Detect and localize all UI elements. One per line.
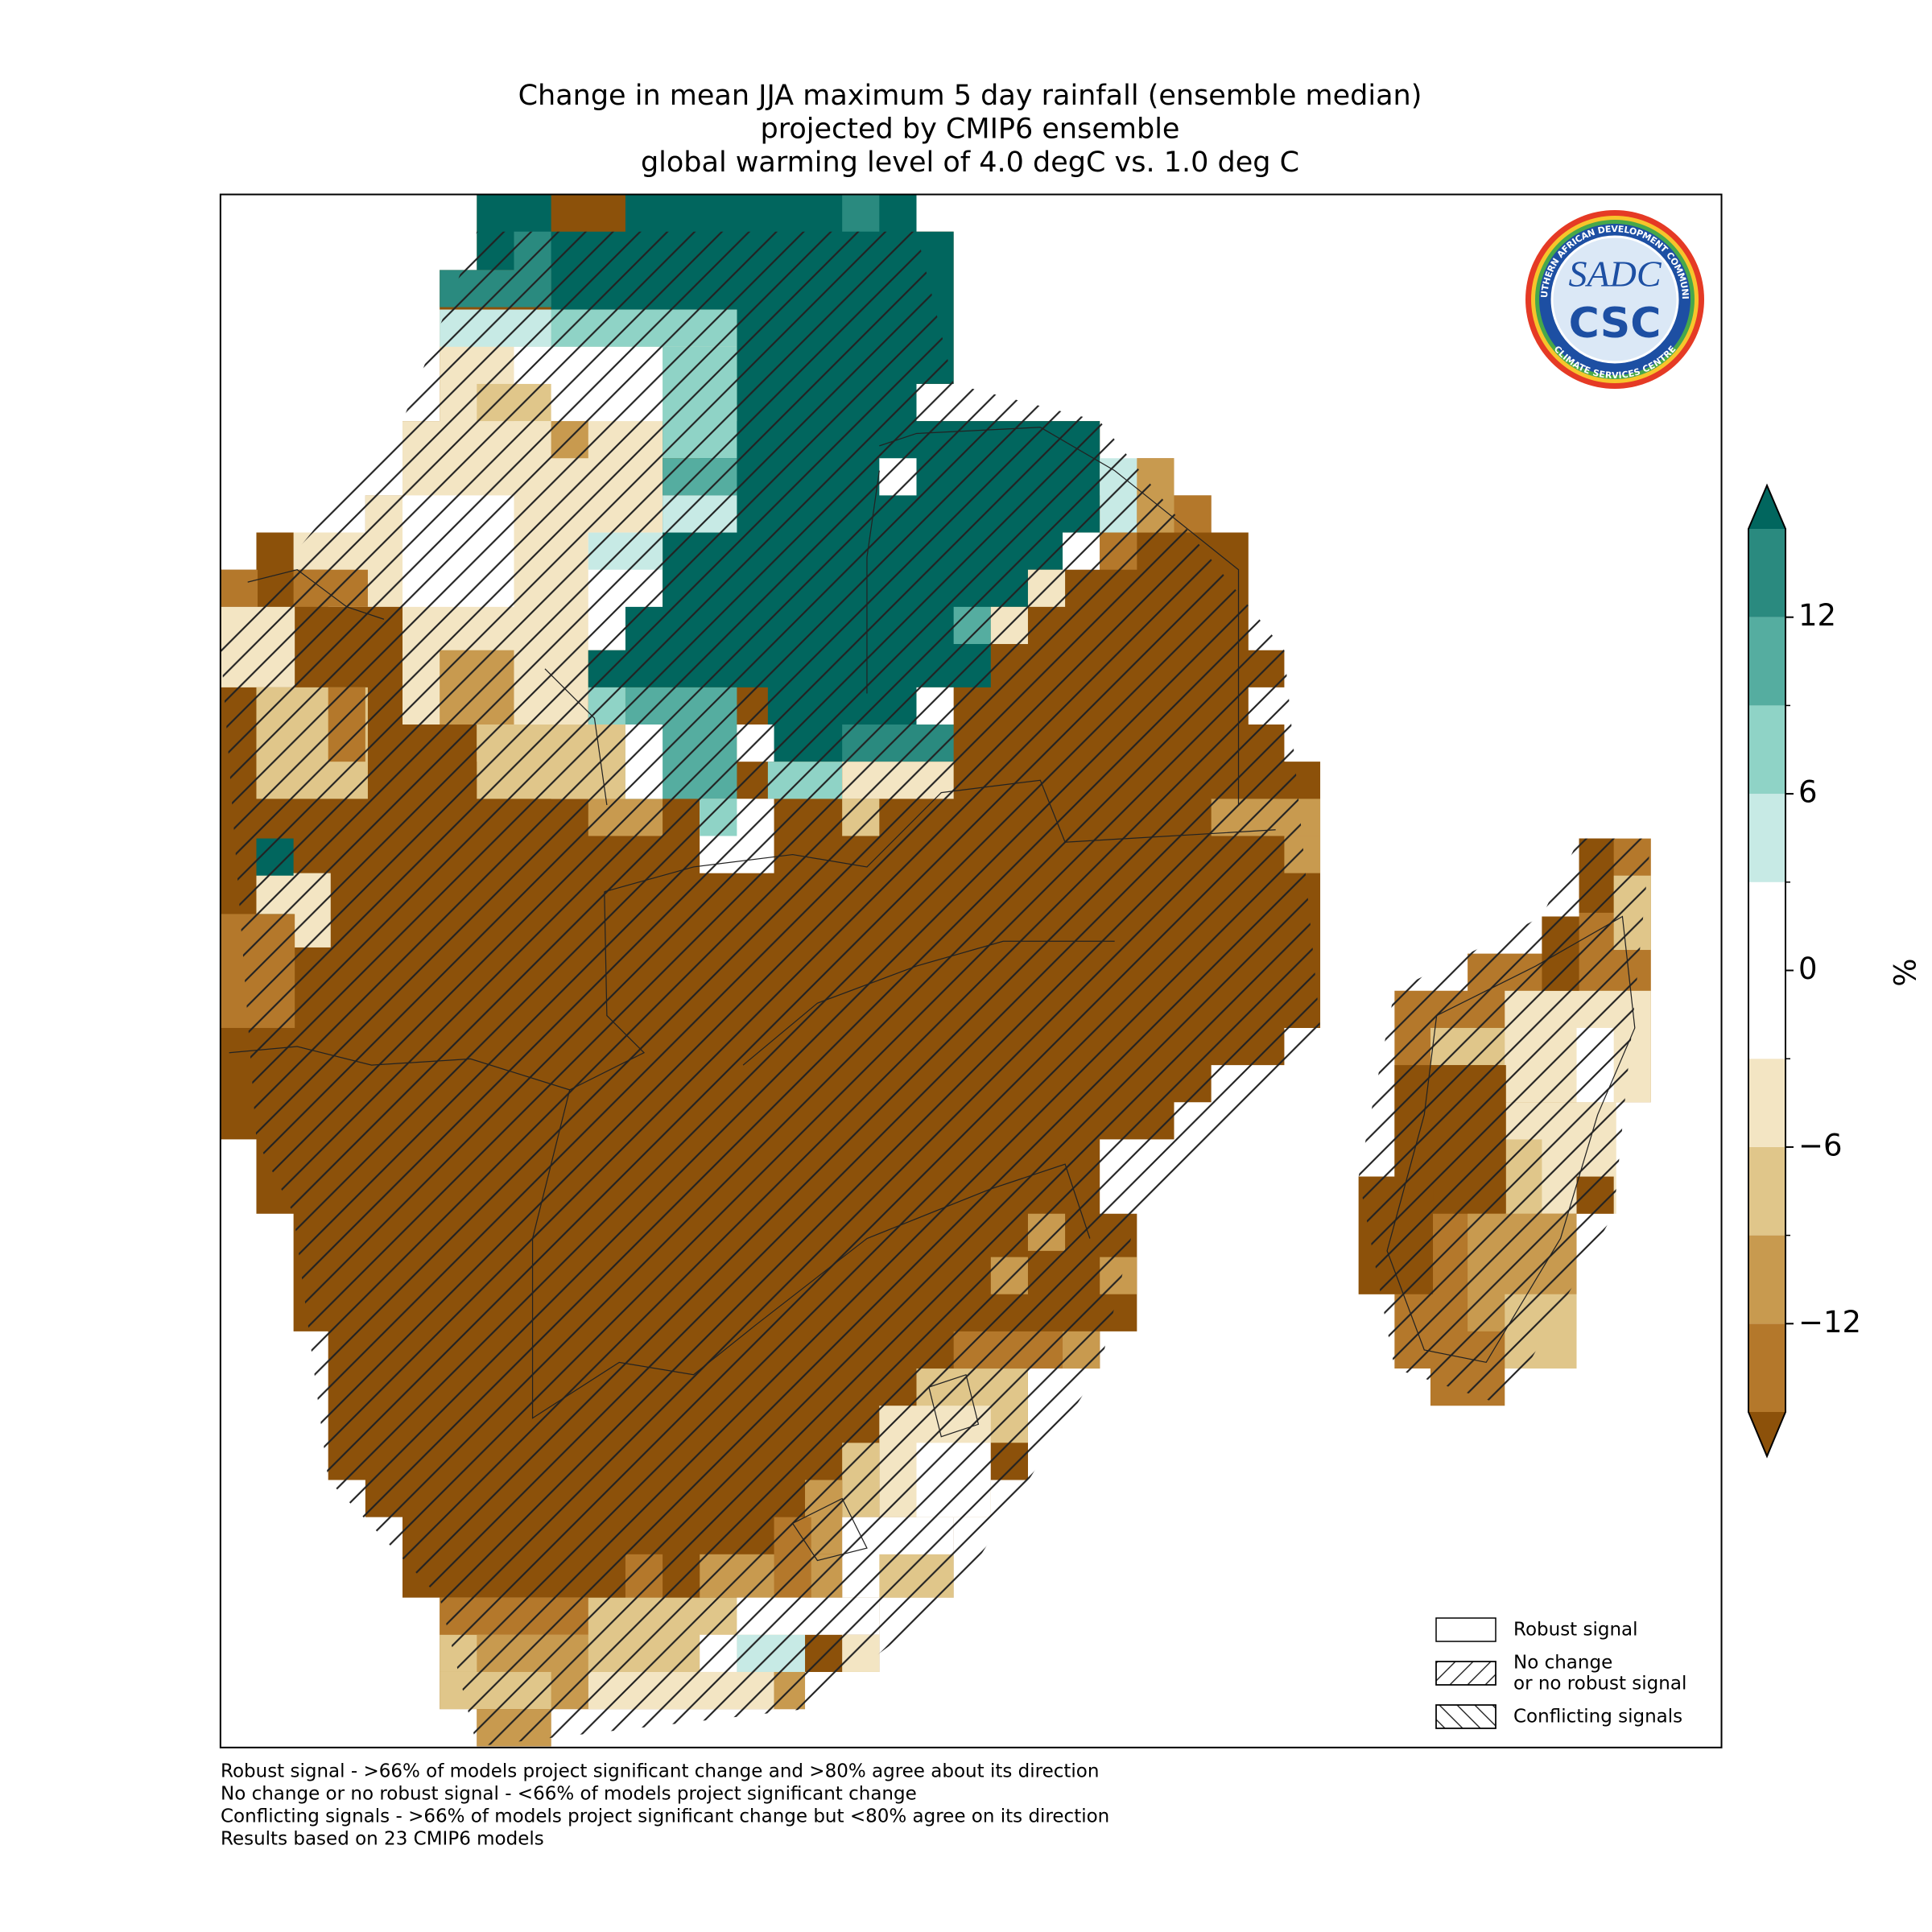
logo-center xyxy=(1550,235,1679,364)
colorbar-label: % xyxy=(1889,958,1923,986)
colorbar-tick-label: 0 xyxy=(1798,952,1818,986)
logo-name: CSC xyxy=(1569,299,1662,348)
colorbar-tick-label: −6 xyxy=(1798,1128,1843,1162)
country-borders xyxy=(229,427,1636,1562)
colorbar-tick-label: −12 xyxy=(1798,1305,1861,1340)
title-line: Change in mean JJA maximum 5 day rainfal… xyxy=(518,80,1422,112)
colorbar-segment xyxy=(1748,529,1785,617)
title-line: projected by CMIP6 ensemble xyxy=(761,114,1180,146)
legend-label: Conflicting signals xyxy=(1513,1707,1682,1728)
legend-hatch xyxy=(1435,1661,1496,1686)
hatch-mainland xyxy=(220,231,1321,1747)
footnote: No change or no robust signal - <66% of … xyxy=(221,1784,917,1805)
colorbar-segment xyxy=(1748,617,1785,706)
legend-label: No change xyxy=(1513,1653,1612,1674)
colorbar-segment xyxy=(1748,1146,1785,1236)
colorbar-segment xyxy=(1748,1235,1785,1324)
footnotes: Robust signal - >66% of models project s… xyxy=(221,1761,1109,1850)
colorbar-extend-low xyxy=(1748,1412,1785,1456)
title: Change in mean JJA maximum 5 day rainfal… xyxy=(518,80,1422,179)
footnote: Results based on 23 CMIP6 models xyxy=(221,1829,544,1850)
legend-hatch xyxy=(1435,1704,1496,1729)
title-line: global warming level of 4.0 degC vs. 1.0… xyxy=(641,147,1299,179)
hatch-madagascar xyxy=(1358,838,1651,1406)
legend-label: Robust signal xyxy=(1513,1620,1638,1641)
colorbar: −12 −6 0 6 12% xyxy=(1748,483,1923,1459)
colorbar-segment xyxy=(1748,881,1785,1059)
legend-label: or no robust signal xyxy=(1513,1674,1686,1695)
colorbar-extend-high xyxy=(1748,485,1785,529)
cell-patch xyxy=(220,569,258,607)
colorbar-tick-label: 6 xyxy=(1798,775,1818,810)
colorbar-tick-label: 12 xyxy=(1798,598,1836,633)
colorbar-segment xyxy=(1748,794,1785,882)
map-cells xyxy=(220,194,1651,1747)
map-frame xyxy=(219,193,1723,1748)
colorbar-segment xyxy=(1748,705,1785,795)
legend-swatch xyxy=(1435,1617,1496,1642)
footnote: Robust signal - >66% of models project s… xyxy=(221,1761,1099,1782)
colorbar-segment xyxy=(1748,1059,1785,1147)
colorbar-outline xyxy=(1748,483,1786,1459)
logo-mark: SADC xyxy=(1569,254,1662,295)
map xyxy=(219,193,1723,1748)
footnote: Conflicting signals - >66% of models pro… xyxy=(221,1806,1109,1827)
cell-patch xyxy=(842,194,880,232)
colorbar-segment xyxy=(1748,1323,1785,1412)
